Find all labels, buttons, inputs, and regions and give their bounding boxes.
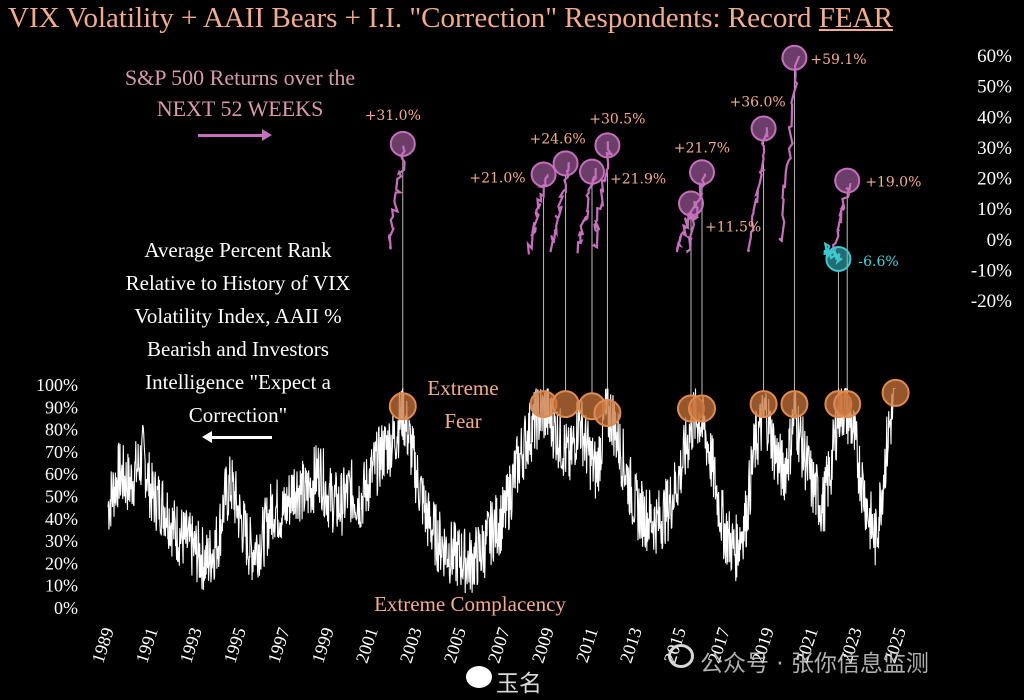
- return-label: +36.0%: [729, 95, 785, 111]
- rank-tick-label: 60%: [45, 464, 78, 484]
- return-path: [778, 55, 801, 243]
- year-tick-label: 1995: [220, 625, 250, 665]
- rank-tick-label: 100%: [36, 375, 78, 395]
- return-marker: [781, 44, 808, 71]
- return-label: +30.5%: [589, 111, 645, 127]
- return-marker: [552, 150, 579, 177]
- fear-markers: [388, 378, 910, 427]
- chart-title: VIX Volatility + AAII Bears + I.I. "Corr…: [8, 2, 893, 34]
- arrow-right-icon: [198, 129, 272, 141]
- fear-marker: [388, 392, 417, 421]
- fear-marker: [881, 378, 910, 407]
- return-markers: [389, 44, 861, 272]
- arrow-left-icon: [202, 431, 272, 443]
- fear-marker: [780, 390, 809, 419]
- return-path: [549, 162, 570, 253]
- return-label: +21.0%: [469, 170, 525, 186]
- return-path: [387, 145, 406, 250]
- rank-tick-label: 70%: [45, 442, 78, 462]
- return-label: +24.6%: [529, 131, 585, 147]
- return-marker: [678, 190, 704, 217]
- return-tick-label: 10%: [977, 199, 1012, 220]
- return-tick-label: 0%: [987, 230, 1013, 251]
- return-tick-label: 60%: [977, 46, 1012, 67]
- return-marker: [750, 115, 777, 142]
- rank-tick-label: 10%: [45, 576, 78, 596]
- fear-marker: [749, 390, 778, 419]
- sp500-returns-note: S&P 500 Returns over the NEXT 52 WEEKS: [124, 65, 356, 121]
- wechat-icon: [668, 644, 694, 668]
- return-path: [526, 173, 549, 255]
- return-tick-label: 50%: [977, 77, 1012, 98]
- rank-tick-label: 30%: [45, 531, 78, 551]
- year-tick-label: 1989: [88, 625, 118, 665]
- fear-marker: [688, 394, 716, 423]
- return-tick-label: 40%: [977, 107, 1012, 128]
- return-label: +21.7%: [674, 140, 730, 156]
- return-label: +59.1%: [810, 52, 866, 68]
- year-tick-label: 2013: [616, 625, 646, 665]
- return-marker: [389, 130, 416, 157]
- extreme-fear-label: Extreme Fear: [427, 376, 499, 433]
- year-tick-label: 1999: [308, 625, 338, 665]
- event-stems: [402, 69, 848, 401]
- year-tick-label: 2003: [396, 625, 426, 665]
- year-tick-label: 1993: [176, 625, 206, 665]
- return-path: [746, 127, 769, 253]
- return-marker: [825, 245, 852, 272]
- fear-marker: [551, 390, 580, 419]
- rank-axis-ticks: 0%10% 20%30%40%50% 60%70%80% 90%100%: [36, 375, 78, 618]
- return-label: +21.9%: [610, 172, 666, 188]
- return-label: +19.0%: [865, 175, 921, 191]
- rank-tick-label: 0%: [54, 598, 78, 618]
- return-marker: [594, 132, 621, 159]
- watermark-channel: 公众号 · 张你信息监测: [700, 651, 929, 677]
- return-label: +31.0%: [365, 108, 421, 124]
- return-path: [832, 183, 852, 251]
- return-label: -6.6%: [858, 254, 898, 270]
- year-tick-label: 1991: [132, 625, 162, 665]
- weibo-icon: [466, 666, 492, 688]
- return-marker: [579, 158, 605, 185]
- year-tick-label: 1997: [264, 625, 294, 665]
- rank-tick-label: 80%: [45, 420, 78, 440]
- rank-tick-label: 50%: [45, 487, 78, 507]
- year-tick-label: 2007: [484, 625, 514, 665]
- title-fear-word: FEAR: [818, 2, 893, 34]
- year-tick-label: 2001: [352, 625, 382, 665]
- watermark-weibo: 玉名: [496, 671, 542, 697]
- return-labels: +31.0% +21.0% +24.6% +21.9% +30.5% +11.5% +21.…: [365, 52, 922, 270]
- return-tick-label: 30%: [977, 138, 1012, 159]
- fear-marker: [593, 398, 622, 427]
- return-marker: [834, 167, 861, 194]
- return-marker: [530, 161, 557, 188]
- year-tick-label: 2005: [440, 625, 470, 665]
- rank-tick-label: 40%: [45, 509, 78, 529]
- extreme-complacency-label: Extreme Complacency: [374, 592, 566, 616]
- year-tick-label: 2011: [572, 625, 602, 665]
- return-axis-ticks: -20% -10% 0% 10% 20% 30% 40% 50% 60%: [971, 46, 1012, 312]
- percent-rank-note: Average Percent Rank Relative to History…: [125, 238, 351, 427]
- return-tick-label: -20%: [971, 291, 1012, 312]
- return-marker: [689, 159, 715, 186]
- year-tick-label: 2009: [528, 625, 558, 665]
- return-path: [576, 167, 597, 254]
- return-label: +11.5%: [705, 220, 761, 236]
- return-paths: [387, 55, 852, 266]
- return-tick-label: -10%: [971, 260, 1012, 281]
- return-tick-label: 20%: [977, 169, 1012, 190]
- rank-tick-label: 90%: [45, 397, 78, 417]
- return-path: [591, 141, 615, 250]
- fear-marker: [833, 390, 862, 419]
- rank-tick-label: 20%: [45, 553, 78, 573]
